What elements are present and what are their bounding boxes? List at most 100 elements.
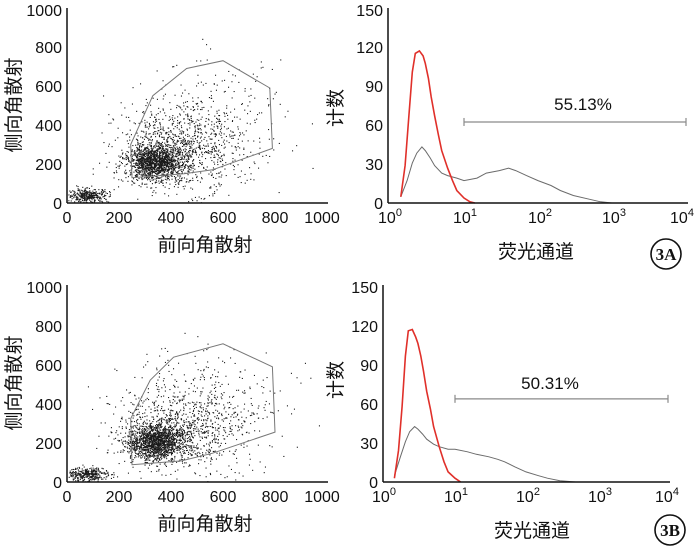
scatter-point: [156, 396, 158, 398]
scatter-point: [188, 166, 190, 168]
scatter-point: [184, 155, 186, 157]
scatter-point: [141, 435, 143, 437]
scatter-point: [134, 441, 136, 443]
scatter-point: [160, 435, 162, 437]
scatter-point: [180, 175, 182, 177]
scatter-point: [226, 107, 228, 109]
scatter-point: [217, 127, 219, 129]
scatter-point: [188, 387, 190, 389]
scatter-point: [146, 436, 148, 438]
scatter-point: [142, 160, 144, 162]
scatter-point: [203, 144, 205, 146]
scatter-point: [187, 140, 189, 142]
scatter-point: [194, 447, 196, 449]
scatter-point: [165, 176, 167, 178]
scatter-point: [157, 167, 159, 169]
scatter-point: [187, 161, 189, 163]
scatter-point: [208, 430, 210, 432]
scatter-point: [143, 155, 145, 157]
scatter-point: [156, 161, 158, 163]
scatter-point: [132, 466, 134, 468]
scatter-point: [175, 176, 177, 178]
scatter-point: [184, 89, 186, 91]
scatter-point: [163, 148, 165, 150]
scatter-point: [210, 463, 212, 465]
scatter-point: [145, 449, 147, 451]
scatter-point: [166, 421, 168, 423]
scatter-point: [133, 159, 135, 161]
scatter-point: [134, 123, 136, 125]
scatter-point: [130, 173, 132, 175]
scatter-point: [174, 135, 176, 137]
scatter-point: [173, 449, 175, 451]
scatter-point: [200, 456, 202, 458]
scatter-point: [164, 432, 166, 434]
scatter-point: [142, 164, 144, 166]
scatter-point: [159, 157, 161, 159]
scatter-point: [174, 117, 176, 119]
scatter-point: [214, 450, 216, 452]
scatter-point: [142, 431, 144, 433]
scatter-point: [186, 154, 188, 156]
scatter-point: [201, 163, 203, 165]
scatter-point: [138, 149, 140, 151]
scatter-point: [108, 122, 110, 124]
scatter-point: [153, 163, 155, 165]
scatter-point: [194, 135, 196, 137]
scatter-point: [151, 195, 153, 197]
scatter-point: [144, 445, 146, 447]
scatter-point: [169, 441, 171, 443]
scatter-point: [183, 102, 185, 104]
scatter-point: [154, 443, 156, 445]
scatter-point: [137, 144, 139, 146]
scatter-point: [145, 434, 147, 436]
scatter-point: [156, 425, 158, 427]
scatter-point: [210, 186, 212, 188]
scatter-point: [124, 446, 126, 448]
scatter-point: [149, 425, 151, 427]
scatter-point: [174, 149, 176, 151]
scatter-point: [129, 161, 131, 163]
scatter-point: [143, 112, 145, 114]
hist-3a-ytick-4: 120: [356, 40, 383, 57]
scatter-point: [151, 171, 153, 173]
scatter-point: [168, 131, 170, 133]
scatter-point: [287, 110, 289, 112]
scatter-point: [91, 193, 93, 195]
scatter-point: [158, 107, 160, 109]
scatter-point: [217, 155, 219, 157]
scatter-point: [172, 115, 174, 117]
scatter-point: [197, 428, 199, 430]
scatter-point: [140, 431, 142, 433]
scatter-point: [147, 447, 149, 449]
scatter-point: [172, 142, 174, 144]
scatter-point: [125, 158, 127, 160]
scatter-point: [144, 443, 146, 445]
scatter-point: [147, 144, 149, 146]
scatter-point: [137, 456, 139, 458]
scatter-point: [233, 166, 235, 168]
scatter-point: [124, 107, 126, 109]
scatter-point: [156, 435, 158, 437]
scatter-point: [151, 441, 153, 443]
scatter-point: [167, 151, 169, 153]
scatter-point: [216, 153, 218, 155]
scatter-point: [165, 154, 167, 156]
scatter-point: [161, 136, 163, 138]
scatter-point: [133, 404, 135, 406]
scatter-point: [168, 452, 170, 454]
scatter-point: [149, 437, 151, 439]
scatter-point: [254, 119, 256, 121]
scatter-point: [129, 129, 131, 131]
scatter-point: [100, 193, 102, 195]
scatter-point: [147, 164, 149, 166]
scatter-point: [167, 171, 169, 173]
scatter-point: [148, 433, 150, 435]
scatter-point: [187, 440, 189, 442]
scatter-point: [154, 448, 156, 450]
scatter-point: [138, 149, 140, 151]
scatter-point: [190, 439, 192, 441]
scatter-point: [163, 452, 165, 454]
scatter-point: [143, 448, 145, 450]
scatter-point: [139, 167, 141, 169]
